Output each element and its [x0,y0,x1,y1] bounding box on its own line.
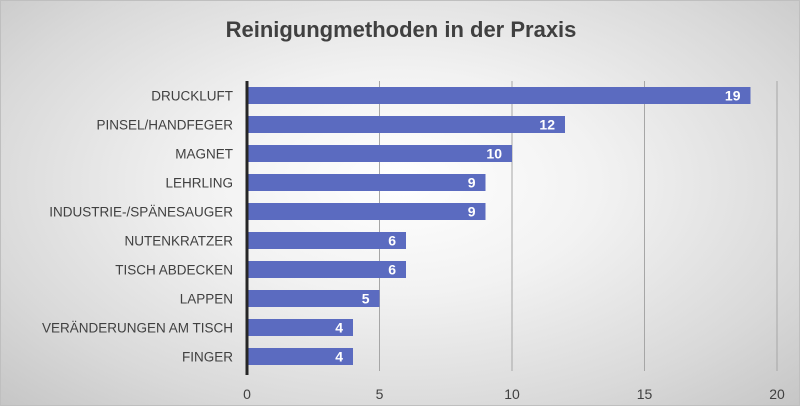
data-label: 5 [362,291,370,307]
bar [247,290,380,307]
bar [247,87,751,104]
bar [247,174,486,191]
data-label: 9 [468,175,476,191]
category-label: NUTENKRATZER [124,234,233,249]
data-label: 10 [486,146,502,162]
data-label: 4 [335,349,343,365]
x-tick-label: 5 [376,386,384,402]
bar [247,232,406,249]
x-tick-label: 20 [769,386,785,402]
data-label: 19 [725,88,741,104]
category-label: DRUCKLUFT [151,89,233,104]
data-label: 6 [388,233,396,249]
bar [247,261,406,278]
category-label: LAPPEN [180,292,233,307]
category-label: INDUSTRIE-/SPÄNESAUGER [49,205,233,220]
category-label: FINGER [182,350,233,365]
bar [247,145,512,162]
x-tick-label: 10 [504,386,520,402]
category-label: MAGNET [175,147,233,162]
data-label: 4 [335,320,343,336]
x-tick-label: 0 [243,386,251,402]
bar [247,348,353,365]
chart-title: Reinigungmethoden in der Praxis [225,17,577,42]
category-label: PINSEL/HANDFEGER [96,118,233,133]
x-tick-label: 15 [637,386,653,402]
bar [247,203,486,220]
bar [247,319,353,336]
data-label: 9 [468,204,476,220]
bar [247,116,565,133]
category-label: VERÄNDERUNGEN AM TISCH [42,321,233,336]
data-label: 6 [388,262,396,278]
data-label: 12 [539,117,555,133]
category-label: TISCH ABDECKEN [115,263,233,278]
category-label: LEHRLING [165,176,233,191]
